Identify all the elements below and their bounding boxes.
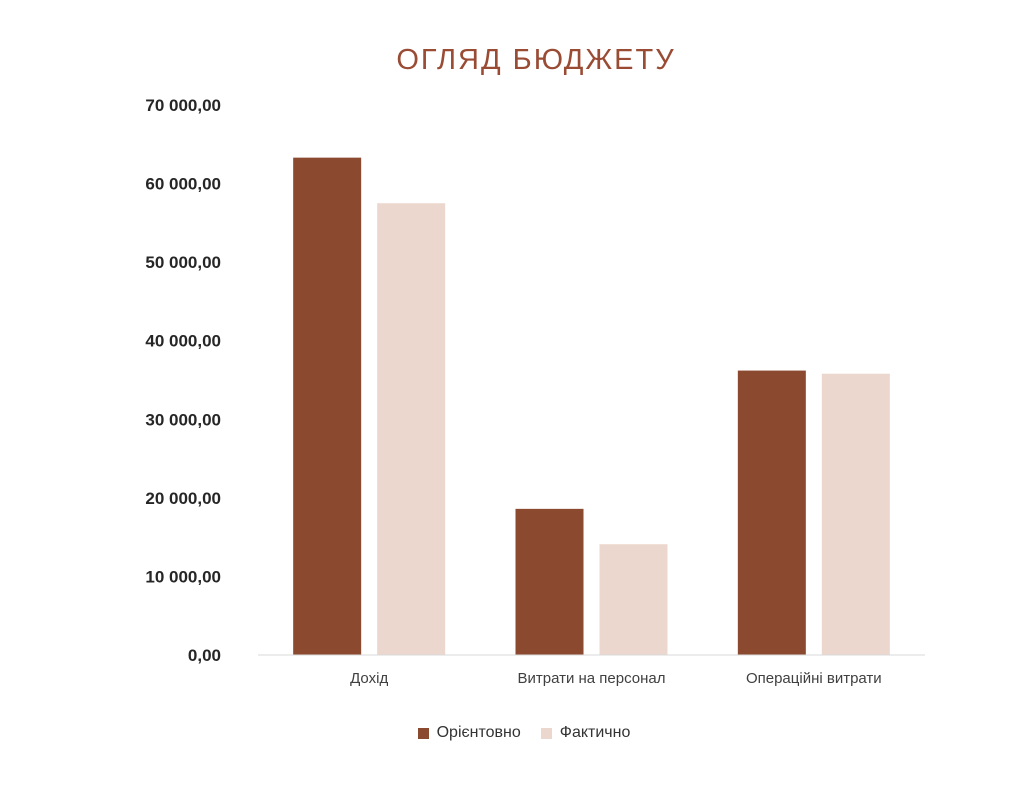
y-tick-label: 70 000,00 — [145, 96, 221, 115]
x-tick-label: Операційні витрати — [746, 670, 882, 687]
y-tick-label: 50 000,00 — [145, 253, 221, 272]
legend-label-series-1: Орієнтовно — [436, 724, 521, 741]
legend-item-series-1[interactable]: Орієнтовно — [417, 724, 521, 742]
legend-swatch-series-2 — [540, 727, 552, 739]
bars — [293, 157, 890, 655]
x-tick-label: Витрати на персонал — [517, 670, 665, 687]
bar-2-3[interactable] — [821, 373, 890, 655]
legend-label-series-2: Фактично — [559, 724, 631, 741]
bar-2-2[interactable] — [599, 544, 668, 655]
y-tick-label: 40 000,00 — [145, 332, 221, 351]
bar-1-3[interactable] — [737, 370, 806, 655]
chart-title: ОГЛЯД БЮДЖЕТУ — [396, 44, 676, 76]
legend-swatch-series-1 — [417, 727, 429, 739]
legend-item-series-2[interactable]: Фактично — [540, 724, 631, 742]
bar-2-1[interactable] — [377, 203, 446, 655]
y-tick-label: 10 000,00 — [145, 567, 221, 586]
y-tick-label: 60 000,00 — [145, 175, 221, 194]
legend: Орієнтовно Фактично — [0, 724, 1028, 742]
y-tick-label: 0,00 — [188, 646, 221, 665]
bar-1-1[interactable] — [293, 157, 362, 655]
y-tick-label: 30 000,00 — [145, 410, 221, 429]
y-axis: 0,00 10 000,00 20 000,00 30 000,00 40 000,00… — [145, 96, 221, 665]
x-tick-label: Дохід — [350, 670, 388, 687]
bar-1-2[interactable] — [515, 508, 584, 655]
x-axis: Дохід Витрати на персонал Операційні витра… — [258, 654, 925, 687]
y-tick-label: 20 000,00 — [145, 489, 221, 508]
